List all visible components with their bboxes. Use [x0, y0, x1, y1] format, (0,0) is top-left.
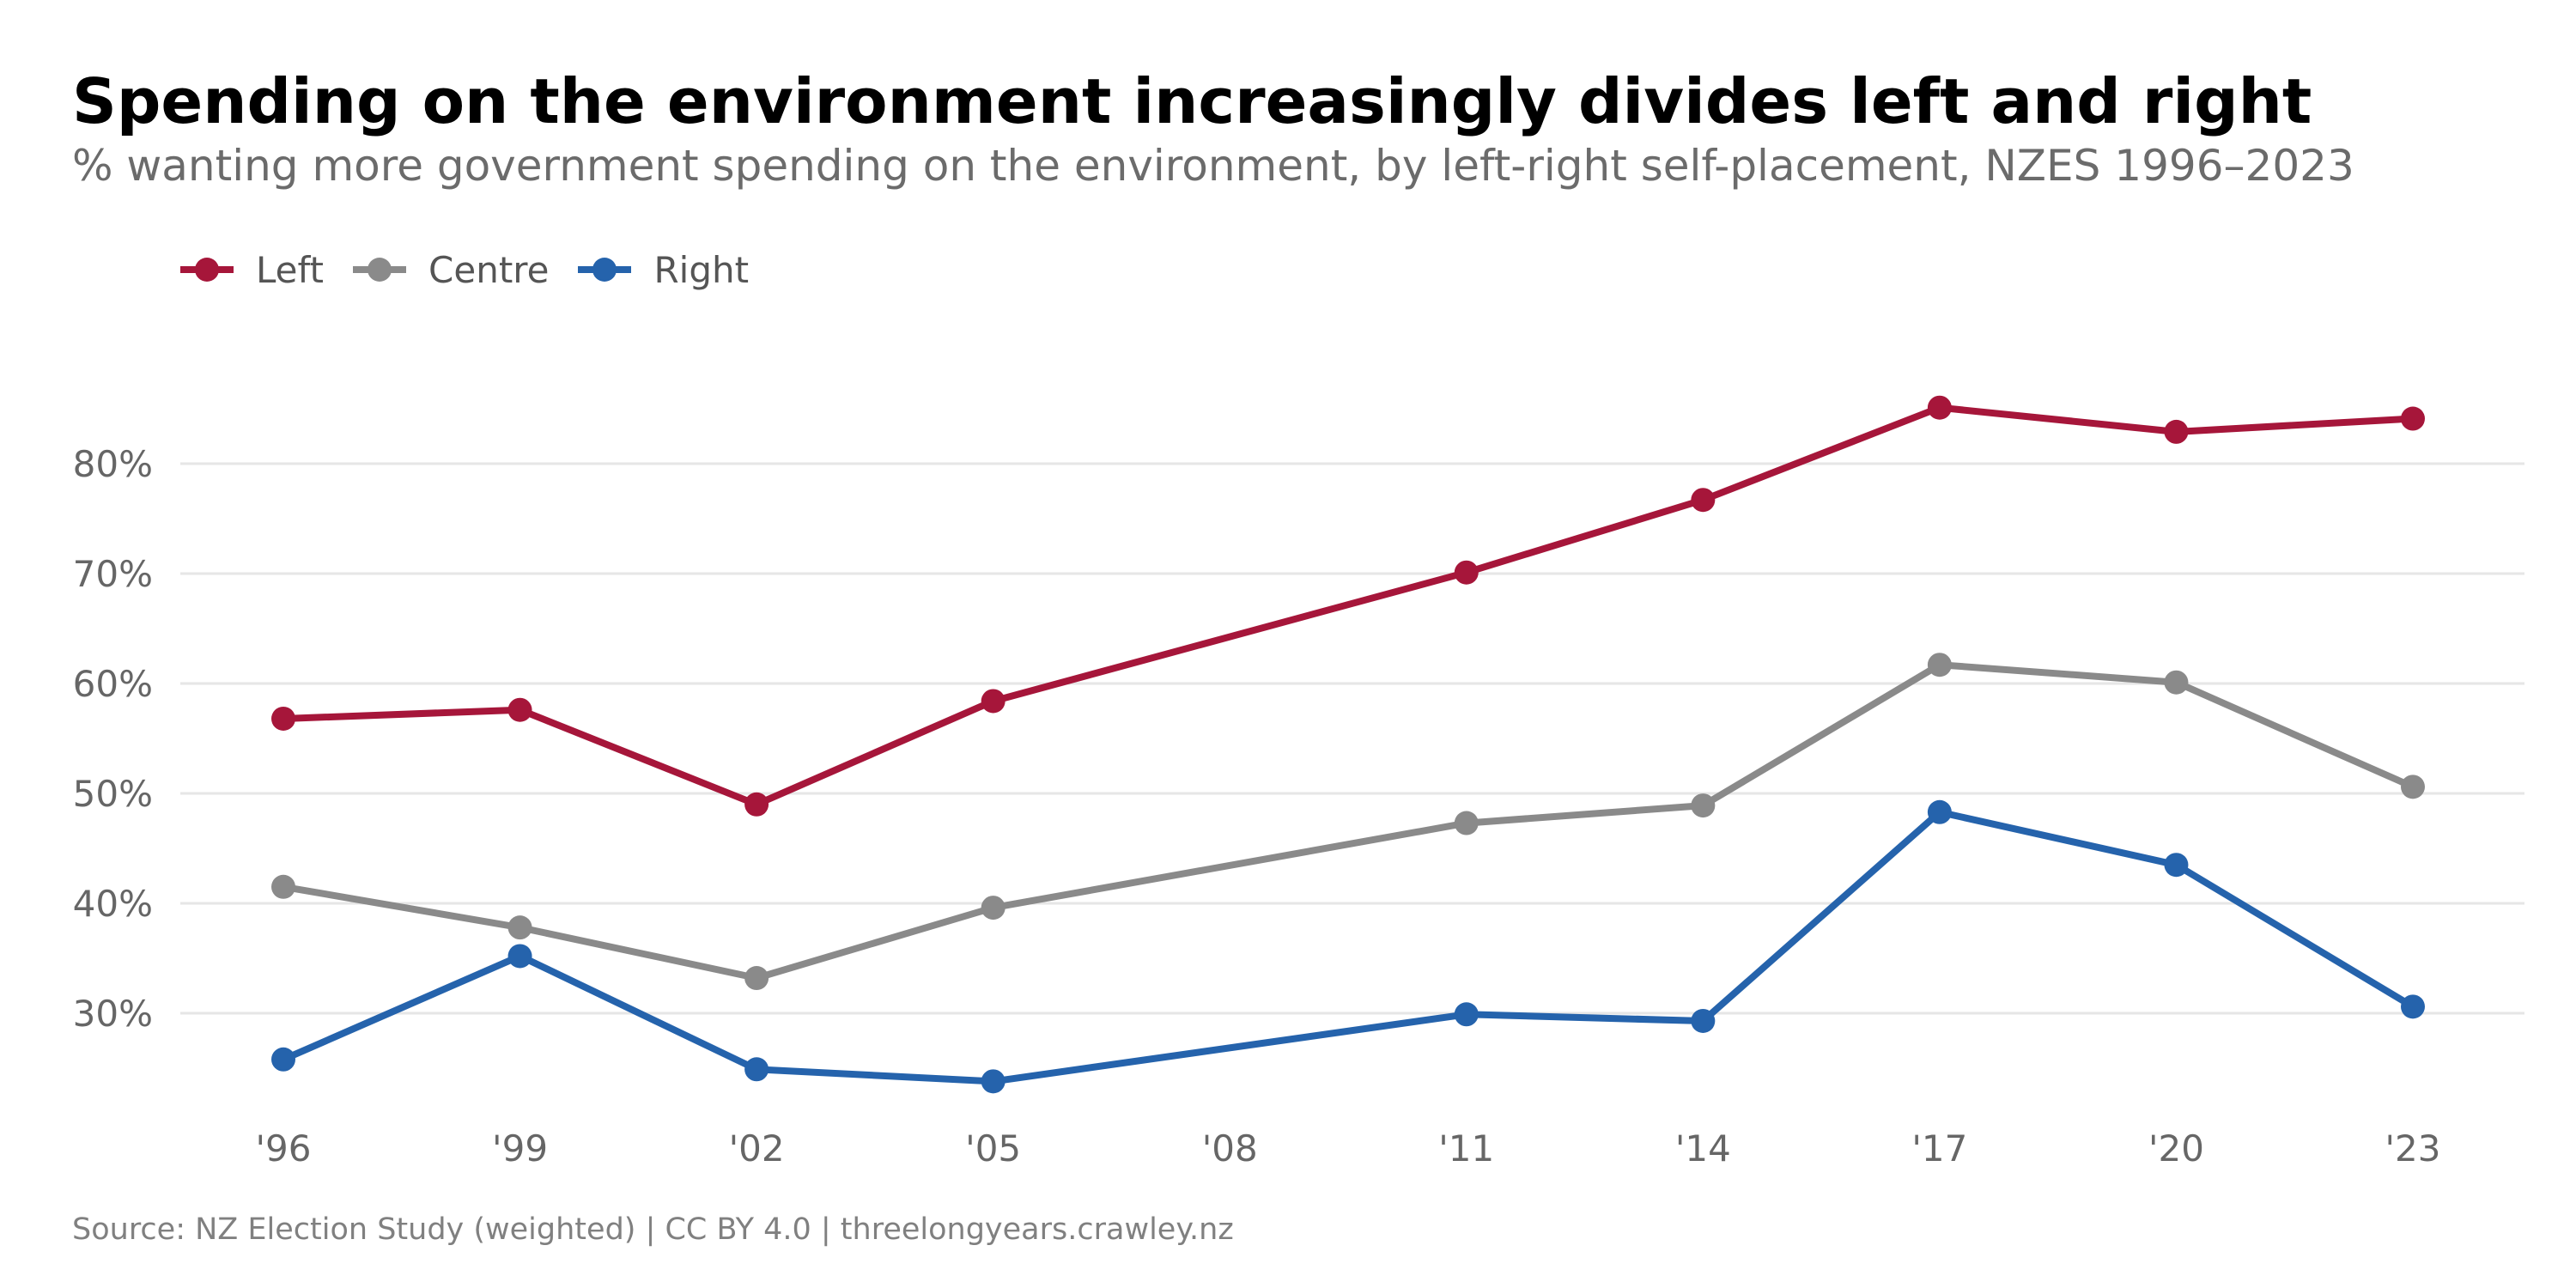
data-point-left: [271, 706, 295, 731]
data-point-left: [507, 697, 532, 722]
x-tick-label: '96: [256, 1127, 312, 1170]
data-point-left: [744, 792, 769, 817]
data-point-right: [1454, 1002, 1479, 1027]
x-tick-label: '99: [492, 1127, 548, 1170]
data-point-centre: [2401, 775, 2425, 799]
y-tick-label: 30%: [73, 993, 153, 1035]
legend-label-right: Right: [653, 248, 750, 291]
x-tick-label: '02: [729, 1127, 785, 1170]
data-point-left: [981, 689, 1005, 714]
data-point-right: [2164, 853, 2189, 878]
legend-label-centre: Centre: [428, 248, 550, 291]
data-point-right: [744, 1057, 769, 1082]
data-point-right: [1691, 1008, 1716, 1033]
data-point-centre: [271, 874, 295, 899]
legend-swatch-left: [180, 258, 234, 282]
data-point-centre: [1691, 793, 1716, 818]
legend-label-left: Left: [256, 248, 325, 291]
x-tick-label: '17: [1911, 1127, 1967, 1170]
legend-swatch-centre: [353, 258, 407, 282]
data-point-right: [1927, 799, 1952, 824]
series-line-left: [280, 404, 2416, 808]
data-point-centre: [2164, 670, 2189, 695]
data-point-left: [2401, 406, 2425, 431]
data-point-right: [271, 1047, 295, 1072]
legend: Left Centre Right: [180, 244, 778, 295]
legend-item-right: Right: [578, 249, 749, 291]
data-point-left: [2164, 419, 2189, 444]
x-tick-label: '05: [965, 1127, 1021, 1170]
x-tick-label: '11: [1438, 1127, 1494, 1170]
series-line-centre: [280, 661, 2416, 981]
data-point-centre: [507, 915, 532, 940]
x-tick-label: '14: [1675, 1127, 1731, 1170]
data-point-centre: [1454, 811, 1479, 835]
x-tick-label: '23: [2385, 1127, 2441, 1170]
chart-subtitle: % wanting more government spending on th…: [72, 141, 2354, 191]
legend-swatch-right: [578, 258, 632, 282]
data-point-centre: [744, 966, 769, 991]
data-point-left: [1927, 395, 1952, 420]
y-tick-label: 60%: [73, 663, 153, 705]
data-point-left: [1454, 560, 1479, 585]
y-tick-label: 50%: [73, 773, 153, 815]
data-point-right: [2401, 994, 2425, 1019]
data-point-right: [981, 1069, 1005, 1094]
data-point-left: [1691, 488, 1716, 513]
data-point-centre: [1927, 653, 1952, 677]
source-note: Source: NZ Election Study (weighted) | C…: [72, 1212, 1234, 1247]
chart-title: Spending on the environment increasingly…: [72, 65, 2312, 137]
y-tick-label: 40%: [73, 883, 153, 925]
legend-item-left: Left: [180, 249, 324, 291]
data-point-right: [507, 944, 532, 969]
data-point-centre: [981, 896, 1005, 920]
x-tick-label: '20: [2148, 1127, 2204, 1170]
y-tick-label: 80%: [73, 443, 153, 485]
x-tick-label: '08: [1202, 1127, 1258, 1170]
y-tick-label: 70%: [73, 553, 153, 595]
legend-item-centre: Centre: [353, 249, 549, 291]
